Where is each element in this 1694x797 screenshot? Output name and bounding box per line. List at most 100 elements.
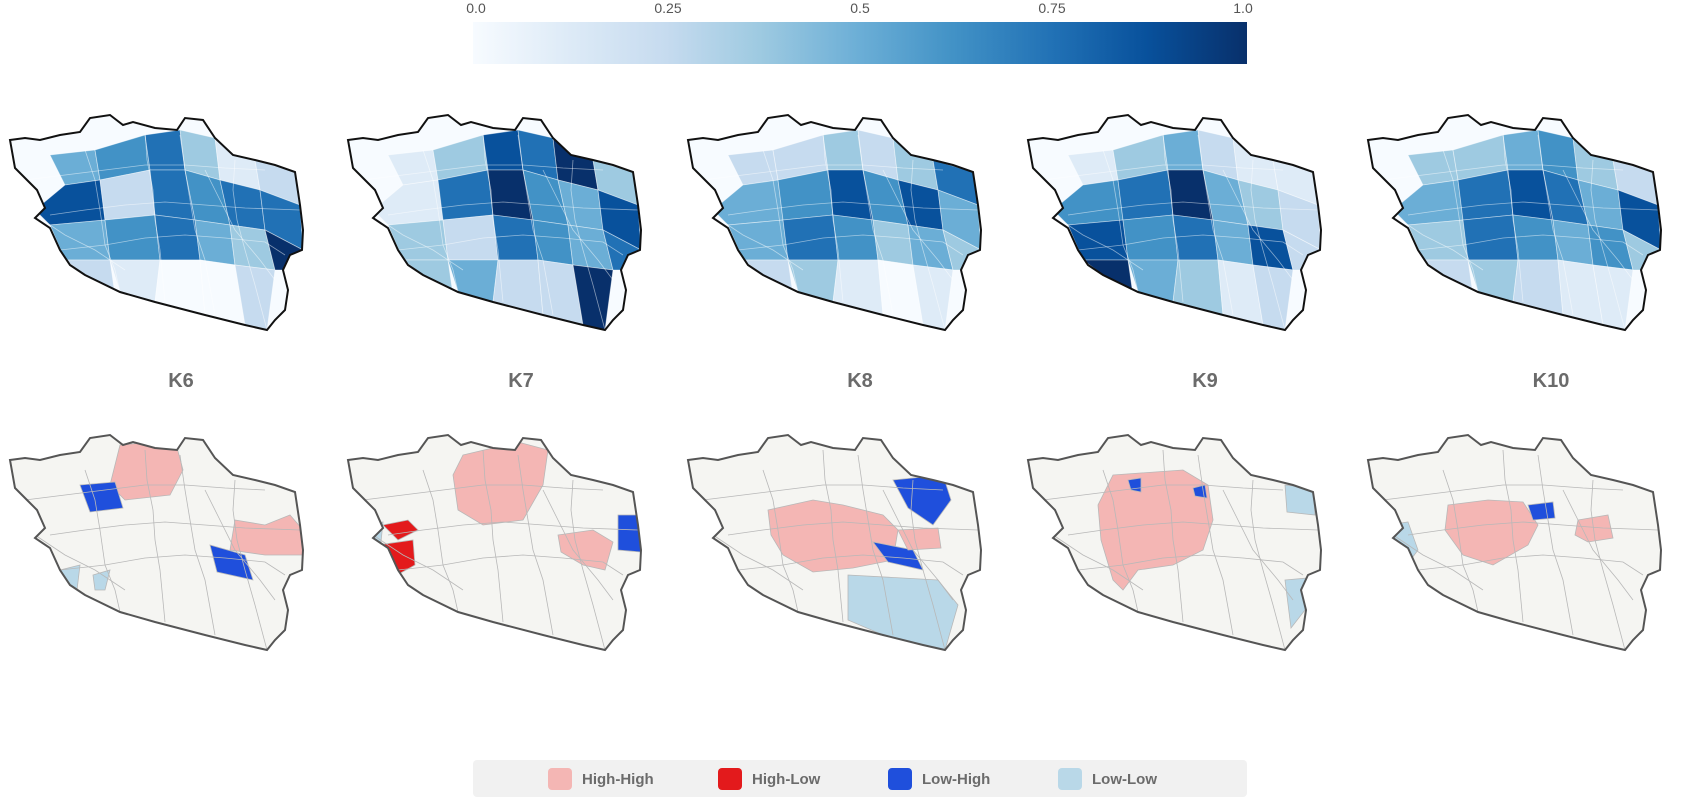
district-border — [1442, 469, 1479, 613]
city-outline — [8, 433, 305, 652]
district-border — [1042, 484, 1284, 501]
legend-item-high-high: High-High — [548, 768, 654, 790]
district-border — [1042, 164, 1284, 181]
district-border — [387, 521, 639, 536]
city-outline — [686, 433, 983, 652]
district-border — [542, 169, 614, 281]
legend-swatch-low-high — [888, 768, 912, 790]
map-district — [1162, 129, 1204, 171]
legend-item-low-low: Low-Low — [1058, 768, 1157, 790]
district-border — [1222, 489, 1294, 601]
map-label-k9: K9 — [1192, 370, 1218, 392]
district-border — [34, 534, 126, 591]
district-border — [1067, 201, 1319, 216]
map-labels-row: K6 K7 K8 K9 K10 — [0, 370, 1694, 400]
district-border — [702, 164, 944, 181]
district-border — [570, 159, 606, 330]
cluster-legend: High-High High-Low Low-High Low-Low — [473, 760, 1247, 797]
cluster-map-k6 — [8, 433, 305, 652]
district-border — [1407, 521, 1659, 536]
map-district — [832, 259, 884, 316]
cluster-maps-row — [0, 430, 1694, 680]
legend-label: High-High — [582, 770, 654, 788]
district-border — [144, 129, 166, 303]
district-border — [49, 201, 301, 216]
map-label-k8: K8 — [847, 370, 873, 392]
map-district — [1512, 259, 1564, 316]
city-outline — [1026, 113, 1323, 332]
district-border — [1052, 534, 1144, 591]
district-border — [882, 169, 954, 281]
district-border — [762, 469, 799, 613]
colorbar-tick: 1.0 — [1233, 0, 1253, 16]
district-border — [179, 134, 216, 316]
choropleth-map-k8 — [686, 113, 983, 332]
map-district — [1527, 501, 1556, 521]
district-border — [882, 489, 954, 601]
district-border — [1250, 479, 1286, 650]
district-border — [542, 489, 614, 601]
district-border — [1222, 169, 1294, 281]
district-border — [857, 134, 894, 316]
map-district — [1277, 189, 1321, 251]
district-border — [1442, 149, 1479, 293]
city-outline — [346, 433, 643, 652]
map-district — [1212, 219, 1254, 266]
district-border — [910, 159, 946, 330]
district-border — [910, 479, 946, 650]
district-border — [822, 129, 844, 303]
map-district — [154, 259, 206, 316]
district-border — [372, 534, 464, 591]
map-district — [912, 264, 954, 330]
map-district — [1552, 219, 1594, 266]
district-border — [1197, 454, 1234, 636]
map-district — [259, 189, 303, 251]
district-border — [1590, 159, 1626, 330]
district-border — [482, 129, 504, 303]
district-border — [727, 521, 979, 536]
district-border — [24, 484, 266, 501]
district-border — [1102, 149, 1139, 293]
district-border — [49, 521, 301, 536]
map-district — [382, 519, 419, 541]
city-outline — [346, 113, 643, 332]
map-label-k10: K10 — [1532, 370, 1570, 392]
district-border — [482, 449, 504, 623]
district-border — [232, 159, 268, 330]
map-district — [1574, 514, 1614, 543]
map-district — [1284, 484, 1316, 516]
district-border — [1562, 169, 1634, 281]
map-district — [847, 574, 959, 650]
district-border — [1102, 469, 1139, 613]
map-district — [1252, 264, 1294, 330]
map-district — [452, 441, 549, 526]
district-border — [1382, 164, 1624, 181]
district-border — [179, 454, 216, 636]
district-border — [387, 201, 639, 216]
district-border — [1537, 134, 1574, 316]
map-district — [92, 569, 111, 591]
map-district — [1502, 129, 1544, 171]
district-border — [712, 214, 804, 271]
map-base-region — [348, 435, 641, 650]
legend-label: High-Low — [752, 770, 821, 788]
legend-swatch-high-high — [548, 768, 572, 790]
map-district — [897, 527, 942, 551]
legend-label: Low-Low — [1092, 770, 1157, 788]
colorbar-tick: 0.5 — [850, 0, 870, 16]
map-district — [79, 481, 124, 513]
map-district — [572, 264, 614, 330]
map-district — [1172, 259, 1224, 316]
district-border — [1392, 534, 1484, 591]
colorbar: 0.0 0.25 0.5 0.75 1.0 — [0, 0, 1694, 70]
legend-item-high-low: High-Low — [718, 768, 820, 790]
district-border — [144, 449, 166, 623]
map-district — [209, 544, 254, 581]
district-border — [762, 149, 799, 293]
choropleth-maps-row — [0, 110, 1694, 370]
map-district — [557, 529, 614, 571]
district-border — [1250, 159, 1286, 330]
district-border — [570, 479, 606, 650]
choropleth-map-k9 — [1026, 113, 1323, 332]
district-border — [1407, 201, 1659, 216]
